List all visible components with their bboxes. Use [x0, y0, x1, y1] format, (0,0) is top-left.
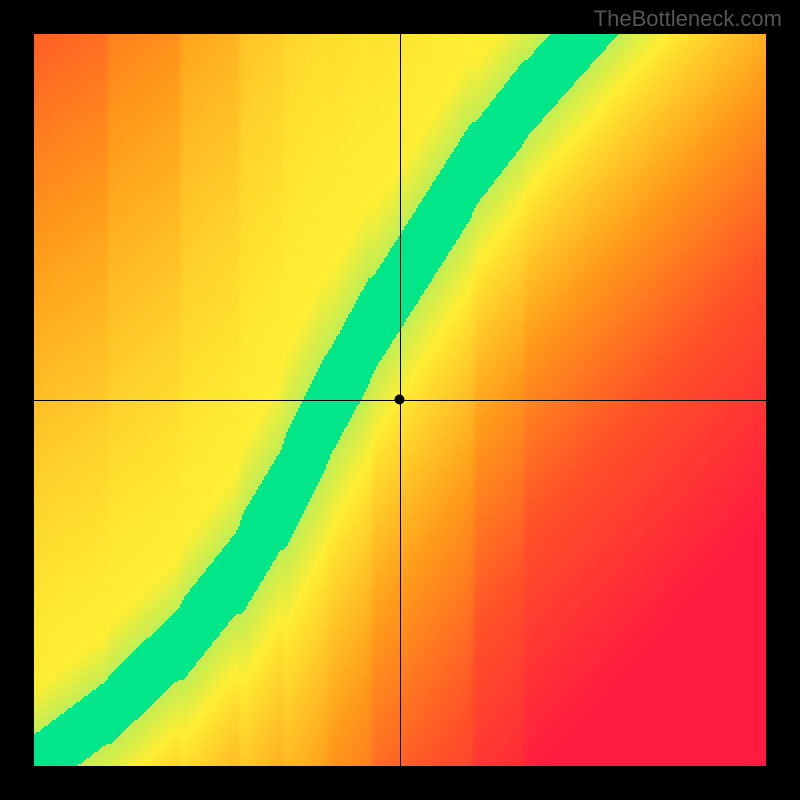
heatmap-chart	[34, 34, 766, 766]
watermark-text: TheBottleneck.com	[594, 6, 782, 32]
heatmap-canvas	[34, 34, 766, 766]
